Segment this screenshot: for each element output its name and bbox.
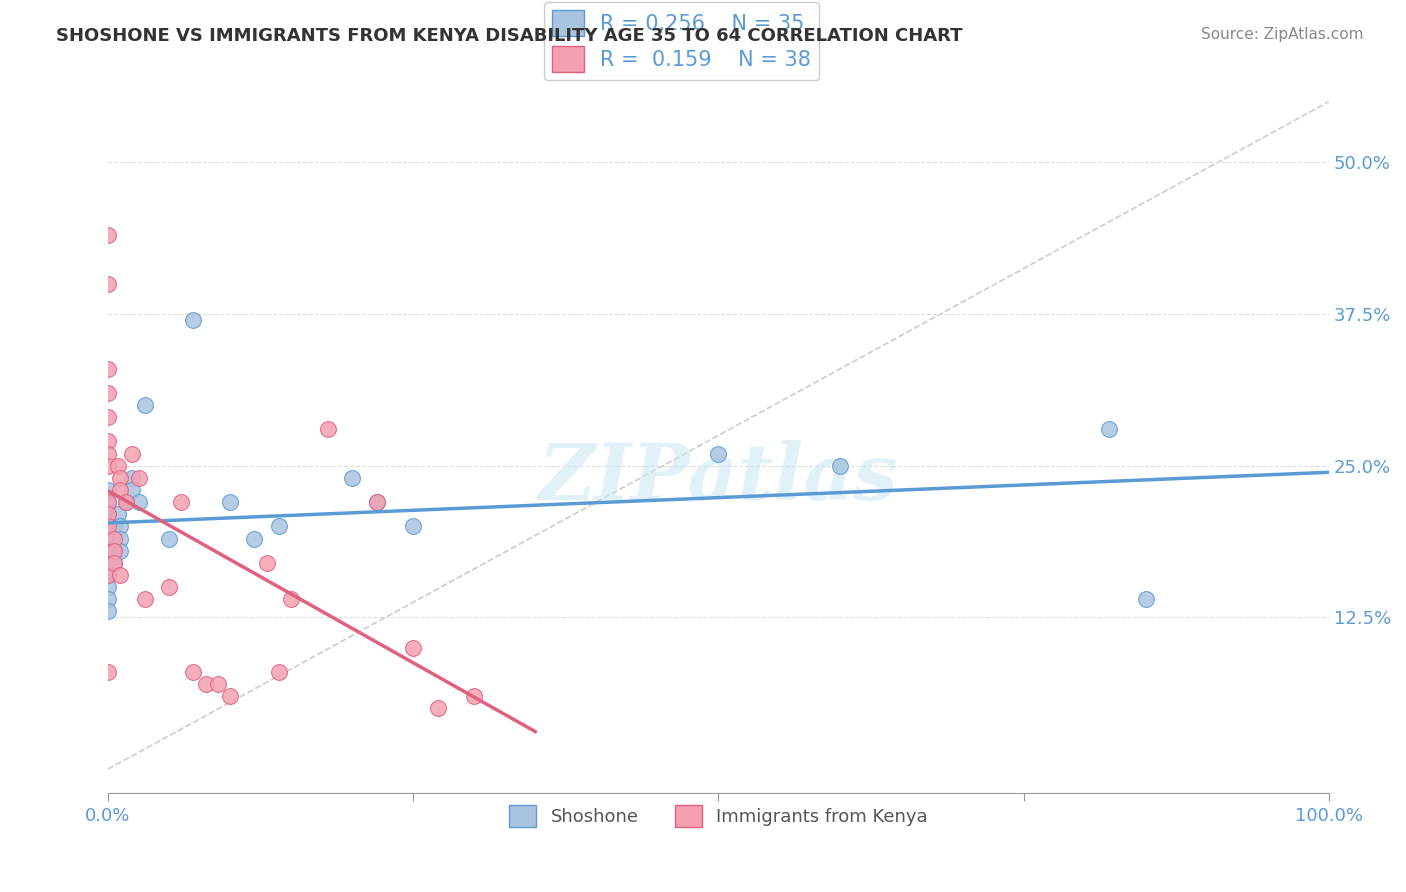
Point — [97, 604, 120, 618]
Point — [103, 556, 125, 570]
Point — [194, 677, 217, 691]
Point — [97, 277, 120, 291]
Point — [97, 495, 120, 509]
Point — [183, 313, 205, 327]
Point — [97, 519, 120, 533]
Point — [97, 361, 120, 376]
Point — [267, 519, 290, 533]
Point — [97, 665, 120, 679]
Point — [280, 592, 302, 607]
Point — [97, 458, 120, 473]
Point — [97, 508, 120, 522]
Point — [830, 458, 852, 473]
Point — [207, 677, 229, 691]
Point — [219, 690, 242, 704]
Point — [134, 592, 156, 607]
Point — [121, 447, 143, 461]
Point — [402, 519, 425, 533]
Point — [243, 532, 266, 546]
Point — [256, 556, 278, 570]
Point — [103, 519, 125, 533]
Point — [97, 410, 120, 425]
Point — [267, 665, 290, 679]
Point — [426, 701, 449, 715]
Point — [97, 580, 120, 594]
Point — [97, 483, 120, 497]
Point — [115, 495, 138, 509]
Point — [97, 495, 120, 509]
Point — [340, 471, 363, 485]
Point — [402, 640, 425, 655]
Point — [170, 495, 193, 509]
Point — [128, 495, 150, 509]
Point — [103, 556, 125, 570]
Point — [108, 568, 131, 582]
Point — [121, 471, 143, 485]
Point — [97, 532, 120, 546]
Point — [108, 483, 131, 497]
Point — [121, 483, 143, 497]
Point — [97, 447, 120, 461]
Point — [107, 458, 129, 473]
Point — [97, 228, 120, 243]
Point — [128, 471, 150, 485]
Point — [97, 556, 120, 570]
Point — [103, 532, 125, 546]
Point — [1135, 592, 1157, 607]
Point — [97, 434, 120, 449]
Point — [108, 471, 131, 485]
Point — [463, 690, 485, 704]
Point — [707, 447, 730, 461]
Point — [97, 568, 120, 582]
Text: SHOSHONE VS IMMIGRANTS FROM KENYA DISABILITY AGE 35 TO 64 CORRELATION CHART: SHOSHONE VS IMMIGRANTS FROM KENYA DISABI… — [56, 27, 963, 45]
Legend: Shoshone, Immigrants from Kenya: Shoshone, Immigrants from Kenya — [502, 798, 935, 834]
Point — [108, 543, 131, 558]
Point — [157, 532, 180, 546]
Point — [97, 543, 120, 558]
Point — [316, 422, 339, 436]
Point — [219, 495, 242, 509]
Point — [103, 543, 125, 558]
Point — [97, 568, 120, 582]
Point — [97, 385, 120, 400]
Point — [366, 495, 388, 509]
Point — [107, 508, 129, 522]
Point — [97, 592, 120, 607]
Point — [157, 580, 180, 594]
Point — [103, 532, 125, 546]
Point — [134, 398, 156, 412]
Point — [108, 519, 131, 533]
Point — [183, 665, 205, 679]
Point — [115, 495, 138, 509]
Point — [103, 543, 125, 558]
Point — [366, 495, 388, 509]
Point — [97, 508, 120, 522]
Point — [108, 532, 131, 546]
Text: ZIPatlas: ZIPatlas — [538, 440, 898, 516]
Text: Source: ZipAtlas.com: Source: ZipAtlas.com — [1201, 27, 1364, 42]
Point — [1098, 422, 1121, 436]
